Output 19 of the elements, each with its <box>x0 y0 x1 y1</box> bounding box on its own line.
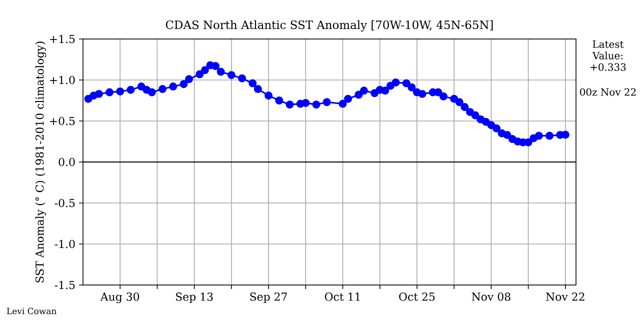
x-tick-label: Aug 30 <box>100 292 140 304</box>
x-tick-label: Oct 25 <box>399 292 435 301</box>
y-axis-title: SST Anomaly (° C) (1981-2010 climatology) <box>35 42 46 282</box>
x-tick-label: Nov 22 <box>546 292 584 301</box>
x-tick-label: Nov 08 <box>472 292 510 301</box>
y-tick-label: -1.0 <box>54 240 75 248</box>
text: 00z Nov 22 <box>580 88 636 96</box>
text: Levi Cowan <box>6 308 56 314</box>
x-tick-label: Sep 13 <box>176 292 213 303</box>
y-tick-label: -1.5 <box>54 280 75 290</box>
text: Latest Value: +0.333 <box>590 40 626 71</box>
chart-title: CDAS North Atlantic SST Anomaly [70W-10W, 45N-65N] <box>166 20 493 32</box>
y-tick-label: -0.5 <box>54 198 75 208</box>
x-tick-label: Oct 11 <box>324 292 360 301</box>
y-tick-label: +1.0 <box>50 76 75 84</box>
y-tick-label: +1.5 <box>50 34 75 44</box>
x-tick-label: Sep 27 <box>250 292 287 303</box>
y-tick-label: +0.5 <box>50 116 75 126</box>
y-tick-label: 0.0 <box>58 158 75 166</box>
